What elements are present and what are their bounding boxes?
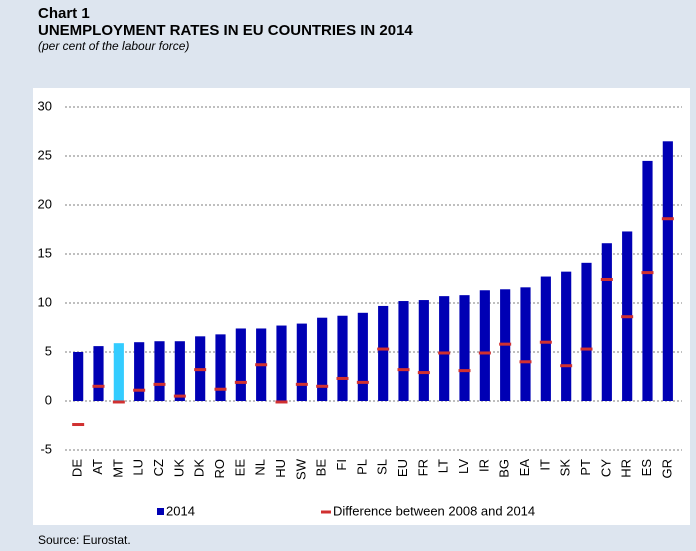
- x-tick-label: HR: [619, 459, 634, 478]
- x-tick-label: BG: [497, 459, 512, 478]
- x-tick-label: PL: [354, 459, 369, 475]
- chart-title: UNEMPLOYMENT RATES IN EU COUNTRIES IN 20…: [38, 22, 413, 39]
- y-tick-label: -5: [40, 441, 52, 456]
- bar: [174, 341, 185, 401]
- bar: [540, 276, 551, 401]
- x-tick-label: CZ: [151, 459, 166, 476]
- x-tick-label: DK: [192, 459, 207, 477]
- x-tick-label: RO: [212, 459, 227, 479]
- bar: [113, 343, 124, 401]
- bar: [418, 300, 429, 401]
- bar: [662, 141, 673, 402]
- x-tick-label: DE: [70, 459, 85, 477]
- x-tick-label: UK: [171, 459, 186, 477]
- y-tick-label: 30: [38, 98, 52, 113]
- x-tick-label: EA: [517, 459, 532, 477]
- y-tick-label: 15: [38, 245, 52, 260]
- x-tick-label: NL: [253, 459, 268, 476]
- y-tick-label: 10: [38, 294, 52, 309]
- x-tick-label: MT: [110, 459, 125, 478]
- bar: [317, 317, 328, 401]
- bar: [459, 295, 470, 401]
- x-tick-label: SL: [375, 459, 390, 475]
- bar: [601, 243, 612, 401]
- x-tick-label: GR: [659, 459, 674, 479]
- legend-label: 2014: [166, 503, 195, 518]
- x-tick-label: SW: [293, 458, 308, 480]
- x-tick-label: AT: [90, 459, 105, 475]
- x-tick-label: SK: [558, 459, 573, 477]
- bar: [93, 346, 104, 401]
- bar: [378, 305, 389, 401]
- x-tick-label: EE: [232, 459, 247, 477]
- legend-label: Difference between 2008 and 2014: [333, 503, 535, 518]
- bar: [439, 296, 450, 401]
- x-tick-label: EU: [395, 459, 410, 477]
- bar: [357, 312, 368, 401]
- y-tick-label: 0: [45, 392, 52, 407]
- x-tick-label: HU: [273, 459, 288, 478]
- x-tick-label: LT: [436, 459, 451, 473]
- bar: [235, 328, 246, 401]
- bar: [581, 262, 592, 401]
- bar: [134, 342, 145, 401]
- bar: [520, 287, 531, 401]
- x-tick-label: IR: [476, 459, 491, 472]
- x-tick-label: CY: [598, 459, 613, 477]
- bar: [398, 301, 409, 401]
- x-tick-label: FI: [334, 459, 349, 471]
- bar: [73, 352, 84, 401]
- x-tick-label: ES: [639, 459, 654, 477]
- chart-subtitle: (per cent of the labour force): [38, 39, 189, 53]
- bar: [561, 271, 572, 401]
- y-tick-label: 25: [38, 147, 52, 162]
- x-tick-label: BE: [314, 459, 329, 477]
- source: Source: Eurostat.: [38, 533, 131, 547]
- bar: [154, 341, 165, 401]
- x-tick-label: PT: [578, 459, 593, 476]
- x-tick-label: LU: [131, 459, 146, 476]
- chart-label: Chart 1: [38, 5, 90, 22]
- bar: [479, 290, 490, 401]
- x-tick-label: IT: [537, 459, 552, 471]
- plot-background: [33, 88, 690, 525]
- y-tick-label: 20: [38, 196, 52, 211]
- bar: [215, 334, 226, 401]
- legend-swatch: [157, 508, 164, 515]
- x-tick-label: LV: [456, 459, 471, 474]
- bar: [642, 160, 653, 401]
- y-tick-label: 5: [45, 343, 52, 358]
- bar: [337, 315, 348, 401]
- x-tick-label: FR: [415, 459, 430, 476]
- bar: [276, 325, 287, 401]
- bar: [296, 323, 307, 401]
